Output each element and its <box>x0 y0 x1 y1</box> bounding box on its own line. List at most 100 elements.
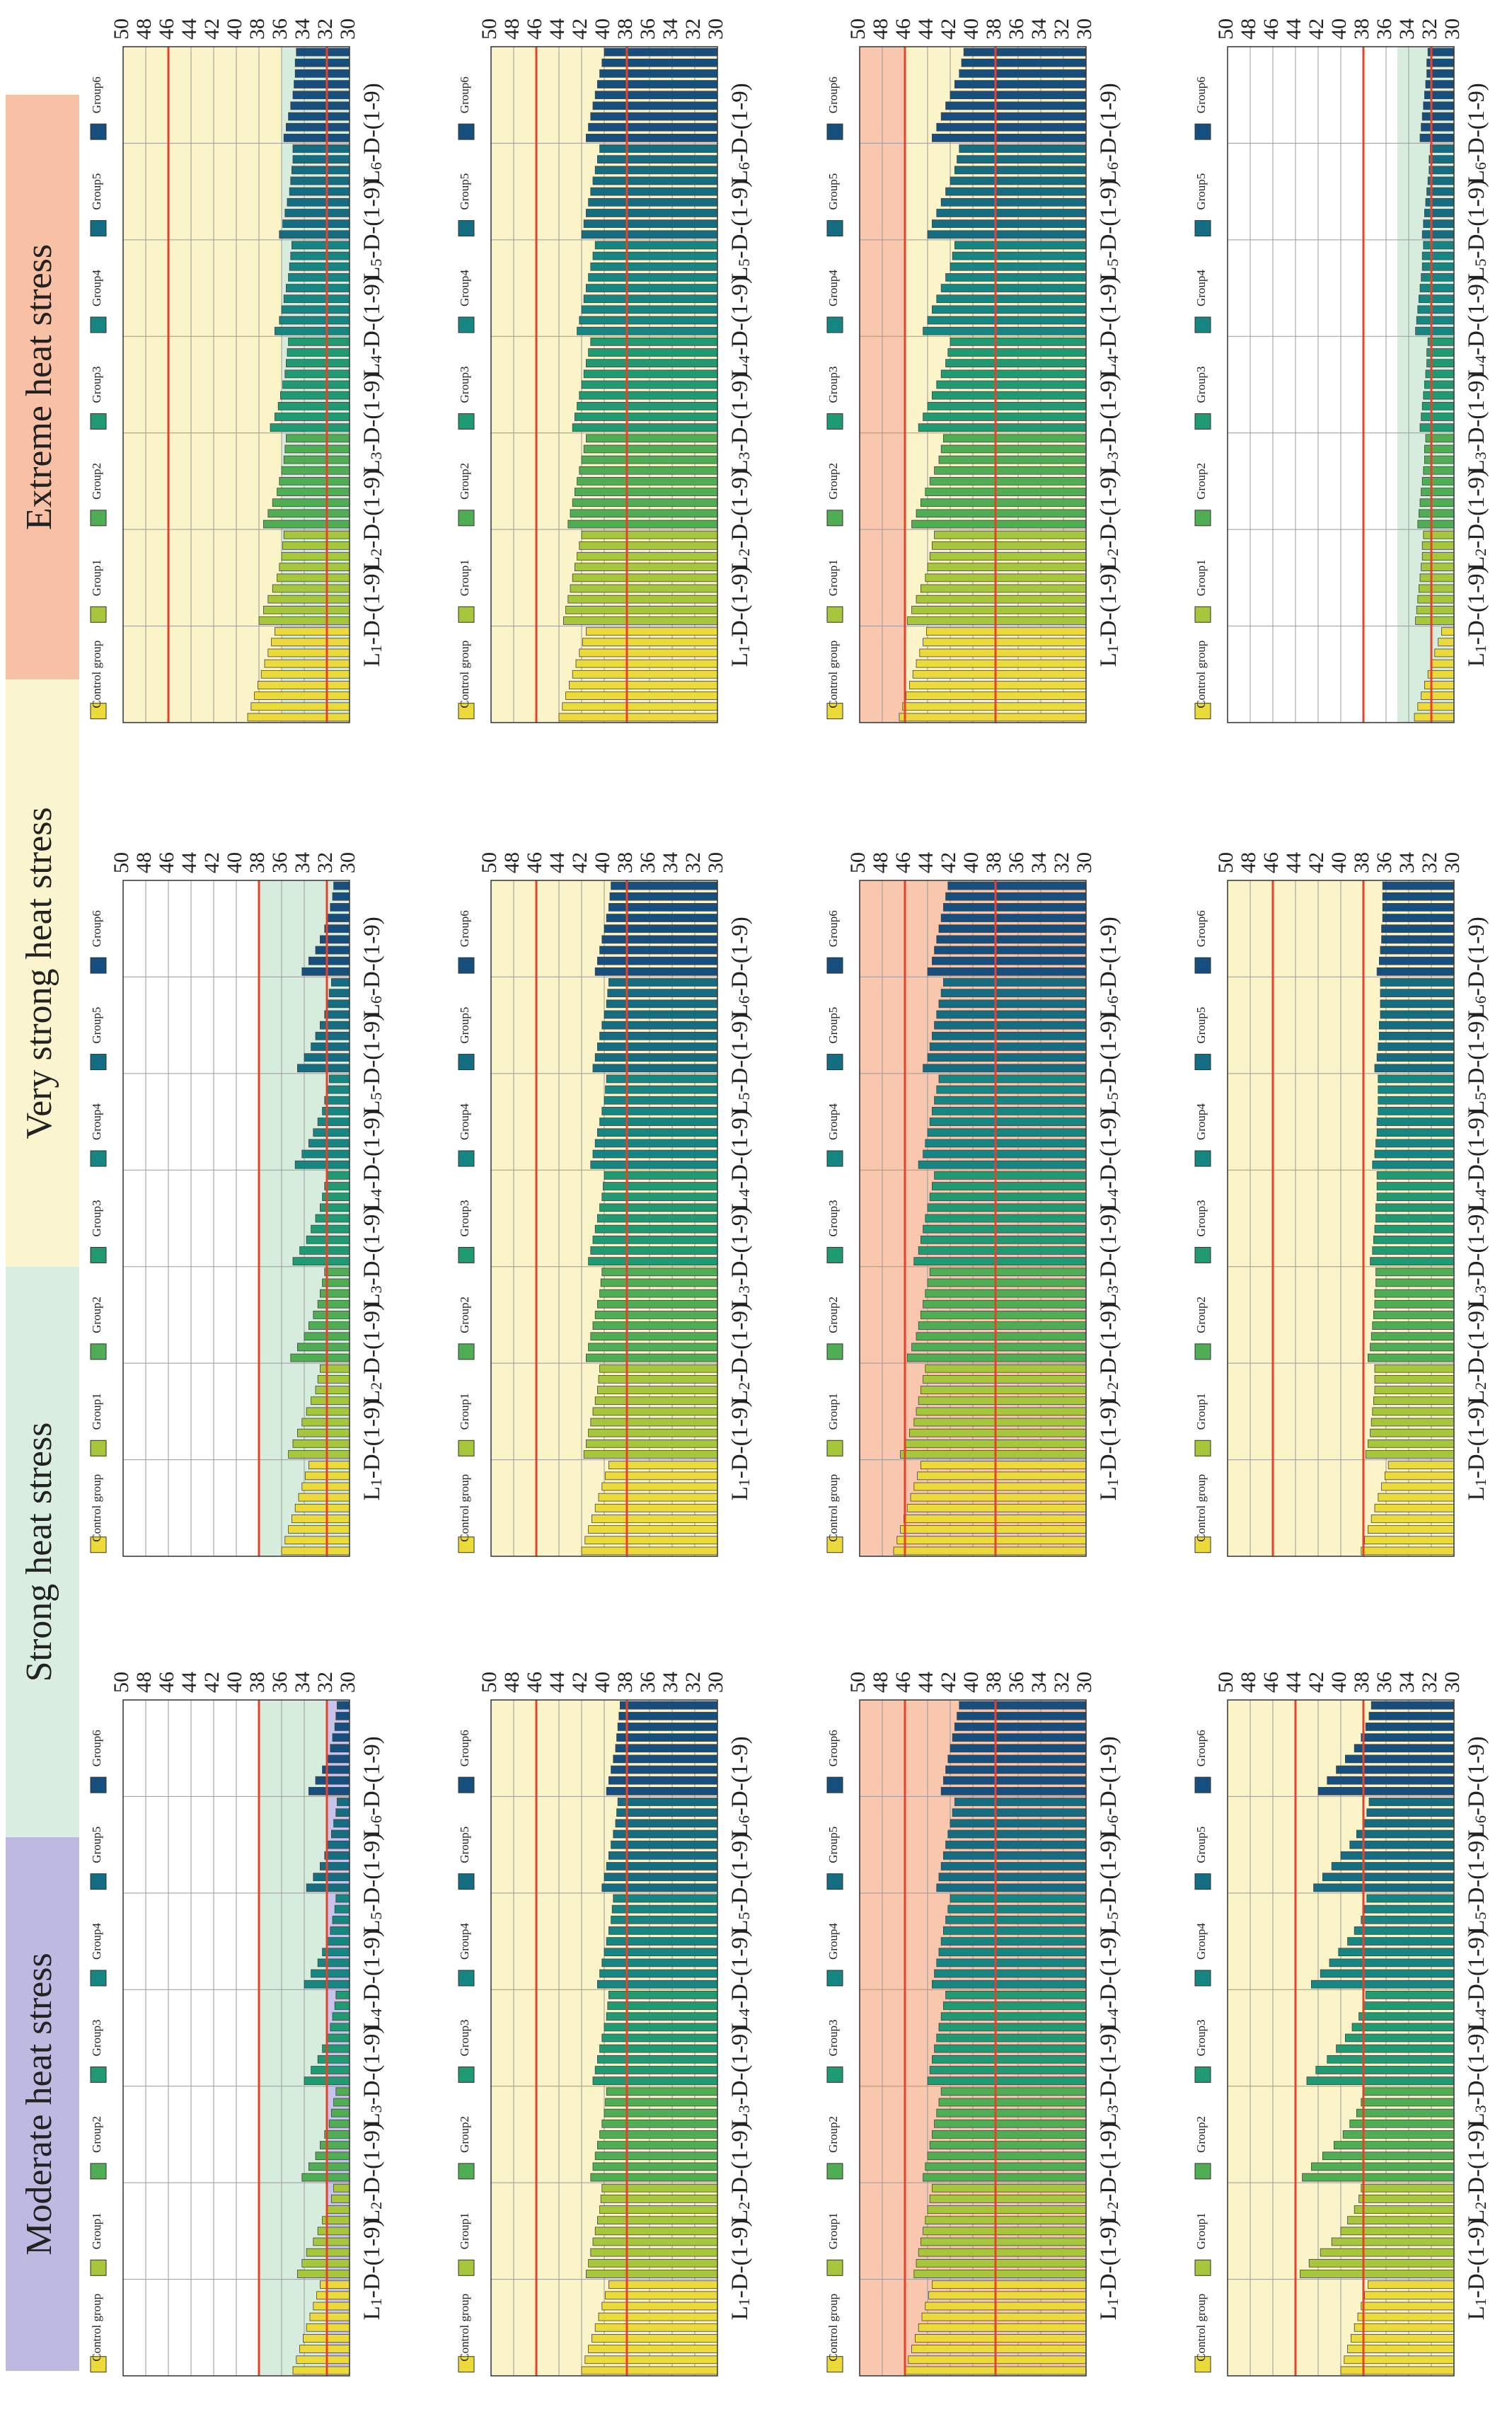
bar <box>925 1214 1087 1223</box>
group-label: L4-D-(1-9) <box>727 276 753 377</box>
bar <box>581 380 718 389</box>
legend-label: Group4 <box>90 1923 103 1960</box>
bar <box>929 477 1087 485</box>
bar <box>586 1439 718 1448</box>
bar <box>1421 401 1455 410</box>
bar <box>913 1257 1087 1265</box>
legend-swatch <box>826 1246 843 1263</box>
panel-frame <box>490 1699 718 2377</box>
legend-swatch <box>90 1776 107 1793</box>
legend-label: Group1 <box>458 1393 471 1430</box>
bar <box>319 935 350 944</box>
bar <box>1372 1246 1455 1255</box>
tick-label: 42 <box>937 18 960 40</box>
legend-swatch <box>1194 1873 1211 1890</box>
bar <box>918 1396 1087 1406</box>
bar <box>1345 1754 1455 1764</box>
bar <box>579 541 718 550</box>
bar <box>306 2248 350 2257</box>
tick-label: 36 <box>636 18 659 40</box>
tick-label: 34 <box>659 18 682 40</box>
control-bar <box>1381 1482 1455 1491</box>
tick-label: 38 <box>613 18 637 40</box>
bar <box>932 2130 1087 2139</box>
group-label: L3-D-(1-9) <box>1464 1207 1489 1308</box>
bar <box>1370 1428 1455 1437</box>
group-label: L4-D-(1-9) <box>359 1110 385 1211</box>
tick-label: 44 <box>1282 852 1305 873</box>
bar <box>918 1321 1087 1330</box>
bar <box>567 594 718 604</box>
bar <box>1421 552 1455 561</box>
bar <box>1374 1364 1455 1373</box>
tick-label: 50 <box>1214 1672 1237 1693</box>
bar <box>592 2237 718 2246</box>
banner-label: Strong heat stress <box>19 1423 59 1682</box>
bar <box>583 369 718 379</box>
tick-label: 32 <box>1050 1672 1073 1693</box>
tick-label: 50 <box>846 852 870 873</box>
bar <box>927 316 1087 325</box>
group-label: L6-D-(1-9) <box>1464 1736 1489 1837</box>
bar <box>954 241 1087 250</box>
legend-label: Group3 <box>826 367 840 403</box>
legend-label: Group3 <box>458 2020 471 2057</box>
control-bar <box>923 638 1087 647</box>
banner-4 <box>6 95 79 679</box>
legend-label: Group3 <box>1194 367 1208 403</box>
bar <box>1421 112 1455 121</box>
bar <box>1378 1107 1455 1115</box>
control-bar <box>588 1525 718 1534</box>
control-bar <box>921 2312 1087 2321</box>
bar <box>594 2226 718 2236</box>
legend-label: Group5 <box>826 173 840 210</box>
tick-label: 32 <box>1050 852 1073 873</box>
group-label: L5-D-(1-9) <box>359 1013 385 1115</box>
bar <box>577 552 718 561</box>
legend-swatch <box>1194 1776 1211 1793</box>
group-label: L2-D-(1-9) <box>1464 1303 1489 1404</box>
bar <box>1423 391 1455 400</box>
legend-label: Group6 <box>458 910 471 947</box>
control-bar <box>1387 1461 1455 1470</box>
bar <box>936 2108 1087 2118</box>
bar <box>572 423 718 432</box>
tick-label: 40 <box>959 852 983 873</box>
bar <box>599 1969 718 1978</box>
bar <box>283 530 350 539</box>
bar <box>594 1053 718 1062</box>
control-bar <box>309 2312 350 2321</box>
bar <box>1419 498 1455 507</box>
bar <box>588 122 718 132</box>
legend-swatch <box>90 413 107 430</box>
bar <box>934 1969 1087 1978</box>
legend-label: Group2 <box>826 1297 840 1333</box>
legend-swatch <box>826 2356 843 2373</box>
bar <box>285 284 350 292</box>
group-label: L3-D-(1-9) <box>1096 2026 1121 2127</box>
tick-label: 42 <box>568 1672 591 1693</box>
bar <box>950 176 1087 185</box>
bar <box>936 380 1087 389</box>
legend-swatch <box>826 1970 843 1987</box>
bar <box>290 176 350 185</box>
tick-label: 50 <box>846 1672 870 1693</box>
bar <box>274 413 350 421</box>
legend-swatch <box>826 2163 843 2180</box>
bar <box>277 488 350 496</box>
legend-label: Group2 <box>826 2116 840 2153</box>
bar <box>1361 2183 1455 2193</box>
bar <box>291 166 350 175</box>
bar <box>938 455 1087 464</box>
legend-label: Group6 <box>90 1730 103 1766</box>
bar <box>301 1418 350 1427</box>
tick-label: 40 <box>223 1672 246 1693</box>
bar <box>592 1235 718 1244</box>
bar <box>301 2258 350 2268</box>
banner-1 <box>6 1837 79 2371</box>
bar <box>916 1332 1087 1341</box>
bar <box>940 197 1087 207</box>
legend-swatch <box>90 1150 107 1167</box>
legend-swatch <box>90 123 107 140</box>
bar <box>921 498 1087 507</box>
